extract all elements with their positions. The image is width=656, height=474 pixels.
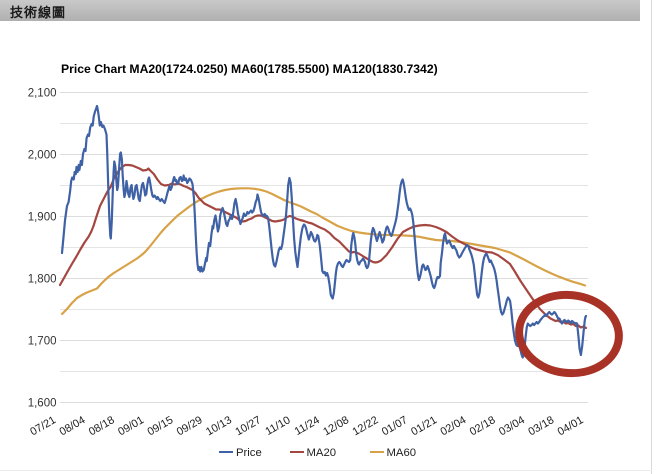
svg-text:11/10: 11/10 [263, 414, 292, 438]
svg-text:12/08: 12/08 [321, 414, 351, 438]
svg-text:04/01: 04/01 [556, 414, 586, 438]
svg-text:07/21: 07/21 [28, 414, 58, 438]
svg-text:1,700: 1,700 [28, 336, 57, 348]
svg-text:11/24: 11/24 [293, 414, 322, 438]
svg-text:03/18: 03/18 [526, 414, 556, 438]
svg-text:01/21: 01/21 [409, 414, 439, 438]
svg-text:Price: Price [236, 447, 262, 459]
svg-text:10/27: 10/27 [233, 414, 263, 438]
svg-text:1,800: 1,800 [28, 274, 57, 286]
svg-text:09/01: 09/01 [116, 414, 146, 438]
svg-text:MA20: MA20 [307, 447, 337, 459]
svg-text:2,000: 2,000 [28, 150, 57, 162]
svg-text:03/04: 03/04 [497, 414, 527, 438]
svg-text:2,100: 2,100 [28, 88, 57, 100]
svg-text:12/22: 12/22 [351, 414, 381, 438]
svg-text:02/04: 02/04 [438, 414, 468, 438]
svg-text:09/15: 09/15 [145, 414, 175, 438]
svg-text:01/07: 01/07 [380, 414, 410, 438]
svg-text:08/18: 08/18 [87, 414, 117, 438]
svg-text:1,600: 1,600 [28, 398, 57, 410]
svg-text:10/13: 10/13 [204, 414, 234, 438]
svg-text:09/29: 09/29 [175, 414, 205, 438]
svg-text:08/04: 08/04 [58, 414, 88, 438]
svg-text:Price Chart MA20(1724.0250) MA: Price Chart MA20(1724.0250) MA60(1785.55… [61, 62, 438, 76]
svg-text:02/18: 02/18 [468, 414, 498, 438]
svg-text:MA60: MA60 [387, 447, 417, 459]
svg-text:1,900: 1,900 [28, 212, 57, 224]
